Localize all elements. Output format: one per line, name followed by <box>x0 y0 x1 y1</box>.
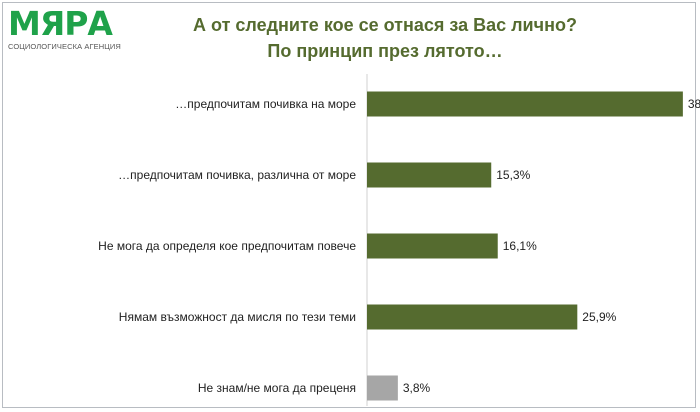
bar <box>367 375 398 401</box>
category-label: Нямам възможност да мисля по тези теми <box>119 310 356 324</box>
value-label: 25,9% <box>582 310 616 324</box>
category-label: Не знам/не мога да преценя <box>198 381 356 395</box>
value-label: 3,8% <box>403 381 431 395</box>
bar <box>367 91 683 117</box>
bar <box>367 162 492 188</box>
bar <box>367 304 578 330</box>
chart-title-line-1: А от следните кое се отнася за Вас лично… <box>193 15 577 35</box>
brand-logo: МЯРА СОЦИОЛОГИЧЕСКА АГЕНЦИЯ <box>8 4 121 52</box>
bar <box>367 233 498 259</box>
value-label: 38,9% <box>688 97 700 111</box>
chart-frame <box>2 2 696 408</box>
logo-subtitle: СОЦИОЛОГИЧЕСКА АГЕНЦИЯ <box>8 42 121 51</box>
chart-title-line-2: По принцип през лятото… <box>267 41 503 61</box>
category-label: Не мога да определя кое предпочитам пове… <box>98 239 356 253</box>
category-label: …предпочитам почивка на море <box>175 97 356 111</box>
chart-title: А от следните кое се отнася за Вас лично… <box>150 12 620 64</box>
value-label: 15,3% <box>496 168 530 182</box>
value-label: 16,1% <box>503 239 537 253</box>
logo-wordmark: МЯРА <box>8 4 113 43</box>
category-label: …предпочитам почивка, различна от море <box>118 168 356 182</box>
